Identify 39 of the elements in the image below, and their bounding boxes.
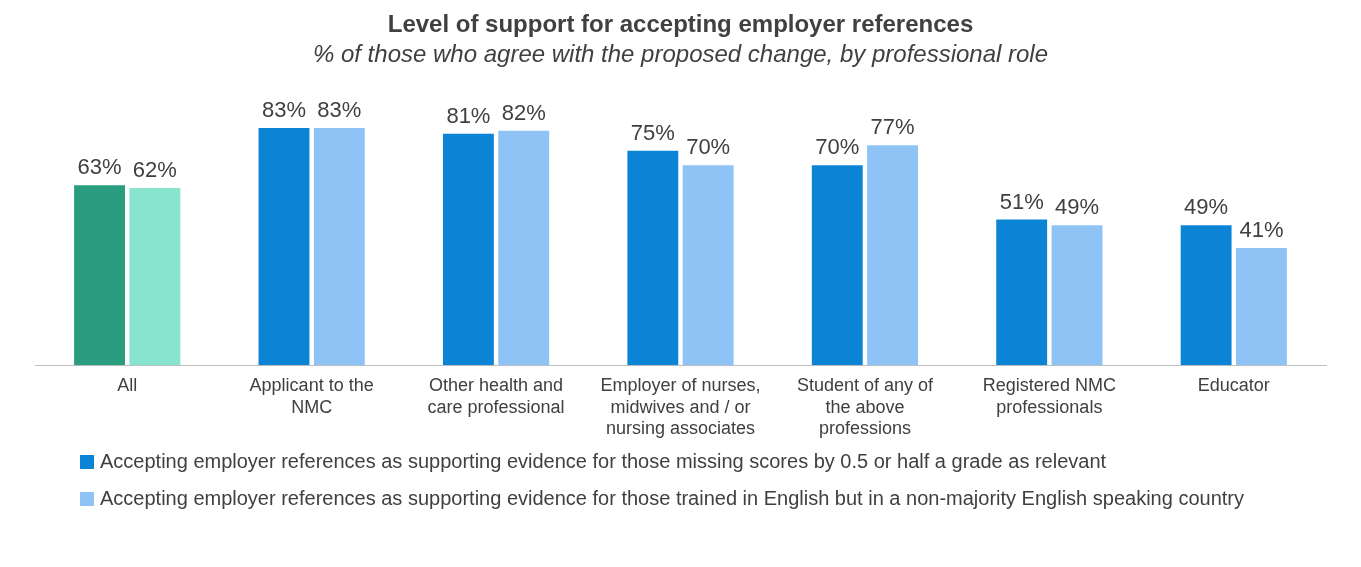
data-label: 75% bbox=[630, 119, 675, 145]
data-label: 51% bbox=[999, 188, 1044, 214]
x-tick-label: Other health and care professional bbox=[427, 374, 565, 417]
bar bbox=[811, 165, 863, 366]
bar bbox=[498, 130, 550, 366]
chart-title: Level of support for accepting employer references bbox=[386, 10, 975, 38]
data-label: 49% bbox=[1055, 194, 1100, 220]
bar bbox=[313, 128, 365, 366]
bar bbox=[74, 185, 125, 366]
data-label: 83% bbox=[261, 97, 306, 123]
x-tick-label: Employer of nurses, midwives and / or nursing associates bbox=[600, 374, 761, 439]
data-label: 82% bbox=[501, 99, 546, 125]
data-label: 62% bbox=[132, 157, 177, 183]
data-label: 49% bbox=[1184, 194, 1229, 220]
bar bbox=[867, 145, 919, 366]
data-label: 41% bbox=[1239, 217, 1284, 243]
data-label: 81% bbox=[446, 102, 491, 128]
chart-subtitle: % of those who agree with the proposed change, by professional role bbox=[311, 40, 1050, 68]
data-label: 70% bbox=[686, 134, 731, 160]
bar bbox=[682, 165, 734, 366]
data-label: 63% bbox=[77, 154, 122, 180]
bar bbox=[1236, 248, 1287, 366]
bar bbox=[1180, 225, 1232, 366]
data-label: 70% bbox=[815, 134, 860, 160]
bar bbox=[627, 150, 679, 366]
data-label: 83% bbox=[317, 97, 362, 123]
bar bbox=[996, 219, 1048, 366]
legend-label: Accepting employer references as supporting evidence for those trained in English but in a non-majority English speaking country bbox=[100, 487, 1244, 510]
bar bbox=[1051, 225, 1103, 366]
bar bbox=[129, 188, 181, 366]
bar bbox=[258, 128, 310, 366]
x-tick-label: Applicant to the NMC bbox=[249, 374, 374, 417]
x-tick-label: Student of any of the above professions bbox=[796, 374, 934, 439]
x-tick-label: All bbox=[117, 374, 138, 395]
x-tick-label: Educator bbox=[1197, 374, 1270, 395]
legend-label: Accepting employer references as supporting evidence for those missing scores by 0.5 or half a grade as relevant bbox=[100, 450, 1107, 473]
data-label: 77% bbox=[870, 114, 915, 140]
bar bbox=[442, 133, 494, 366]
x-tick-label: Registered NMC professionals bbox=[982, 374, 1116, 417]
